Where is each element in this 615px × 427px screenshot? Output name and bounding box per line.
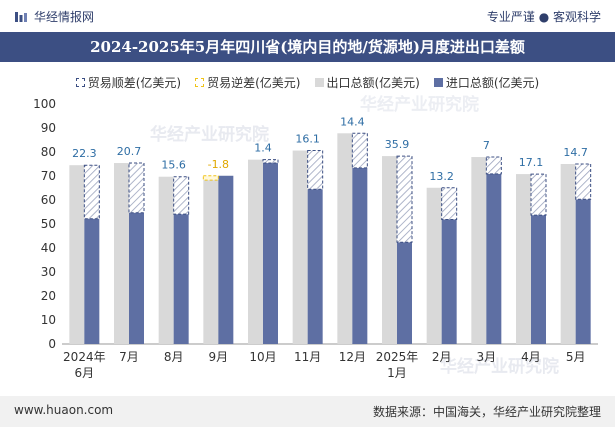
data-source: 数据来源：中国海关，华经产业研究院整理 bbox=[372, 405, 601, 419]
import-bar bbox=[531, 215, 546, 344]
balance-label: 14.7 bbox=[563, 146, 588, 159]
y-tick-label: 20 bbox=[41, 289, 56, 303]
surplus-segment bbox=[485, 156, 502, 175]
balance-label: 17.1 bbox=[519, 156, 544, 169]
balance-label: 13.2 bbox=[429, 170, 454, 183]
export-bar bbox=[382, 156, 397, 344]
slogan: 专业严谨 ● 客观科学 bbox=[486, 10, 601, 24]
import-swatch bbox=[433, 77, 443, 87]
legend-item-import: 进口总额(亿美元) bbox=[433, 72, 540, 92]
legend-label-surplus: 贸易顺差(亿美元) bbox=[87, 75, 182, 90]
watermark: 华经产业研究院 bbox=[150, 124, 269, 145]
x-tick-label: 3月 bbox=[477, 350, 497, 364]
balance-label: 1.4 bbox=[254, 142, 272, 155]
import-bar bbox=[486, 173, 502, 344]
x-tick-label: 2025年 1月 bbox=[376, 350, 419, 380]
x-tick-label: 5月 bbox=[566, 350, 586, 364]
legend: 贸易顺差(亿美元) 贸易逆差(亿美元) 出口总额(亿美元) 进口总额(亿美元) bbox=[0, 72, 615, 92]
chart-plot: 华经产业研究院华经产业研究院华经产业研究院0102030405060708090… bbox=[33, 95, 598, 380]
surplus-swatch bbox=[75, 77, 85, 87]
import-bar bbox=[575, 199, 591, 344]
y-tick-label: 40 bbox=[41, 241, 56, 255]
y-tick-label: 80 bbox=[41, 145, 56, 159]
import-bar bbox=[307, 189, 323, 344]
balance-label: 14.4 bbox=[340, 115, 365, 128]
x-tick-label: 8月 bbox=[164, 350, 184, 364]
balance-label: -1.8 bbox=[208, 158, 229, 171]
export-bar bbox=[292, 150, 308, 344]
legend-item-deficit: 贸易逆差(亿美元) bbox=[195, 72, 301, 92]
export-bar bbox=[158, 176, 174, 344]
legend-label-deficit: 贸易逆差(亿美元) bbox=[207, 75, 301, 90]
surplus-segment bbox=[351, 132, 368, 169]
surplus-segment bbox=[173, 176, 190, 215]
balance-label: 15.6 bbox=[161, 159, 186, 172]
export-bar bbox=[426, 187, 442, 344]
logo-icon bbox=[15, 11, 27, 22]
legend-item-surplus: 贸易顺差(亿美元) bbox=[75, 72, 182, 92]
import-bar bbox=[129, 212, 144, 344]
x-tick-label: 7月 bbox=[119, 350, 139, 364]
import-bar bbox=[441, 219, 457, 344]
x-tick-label: 2024年 6月 bbox=[63, 350, 106, 380]
export-bar bbox=[69, 165, 85, 344]
y-tick-label: 0 bbox=[48, 337, 56, 351]
deficit-swatch bbox=[195, 77, 205, 87]
surplus-segment bbox=[441, 187, 458, 220]
import-bar bbox=[397, 242, 412, 344]
export-bar bbox=[114, 163, 129, 344]
balance-label: 7 bbox=[483, 139, 490, 152]
export-bar bbox=[560, 164, 576, 344]
import-bar bbox=[263, 163, 278, 344]
surplus-segment bbox=[530, 173, 547, 216]
export-bar bbox=[248, 159, 263, 344]
surplus-segment bbox=[396, 155, 413, 243]
surplus-segment bbox=[307, 150, 324, 190]
x-tick-label: 10月 bbox=[249, 350, 276, 364]
balance-label: 16.1 bbox=[295, 133, 320, 146]
import-bar bbox=[218, 175, 234, 344]
balance-label: 20.7 bbox=[117, 145, 142, 158]
export-bar bbox=[203, 180, 219, 344]
y-tick-label: 100 bbox=[33, 97, 56, 111]
import-bar bbox=[352, 167, 368, 344]
y-tick-label: 50 bbox=[41, 217, 56, 231]
export-bar bbox=[471, 157, 487, 344]
website-link[interactable]: www.huaon.com bbox=[14, 403, 114, 417]
legend-label-export: 出口总额(亿美元) bbox=[326, 75, 420, 90]
import-bar bbox=[173, 214, 189, 344]
watermark: 华经产业研究院 bbox=[360, 95, 479, 115]
import-bar bbox=[84, 218, 100, 344]
balance-label: 35.9 bbox=[385, 138, 410, 151]
legend-label-import: 进口总额(亿美元) bbox=[445, 75, 540, 90]
legend-item-export: 出口总额(亿美元) bbox=[314, 72, 420, 92]
chart-title: 2024-2025年5月年四川省(境内目的地/货源地)月度进出口差额 bbox=[0, 32, 615, 62]
surplus-segment bbox=[575, 163, 592, 200]
surplus-segment bbox=[128, 162, 145, 214]
surplus-segment bbox=[83, 164, 100, 220]
brand[interactable]: 华经情报网 bbox=[14, 8, 94, 25]
y-tick-label: 60 bbox=[41, 193, 56, 207]
watermark: 华经产业研究院 bbox=[440, 356, 559, 377]
x-tick-label: 4月 bbox=[521, 350, 541, 364]
x-tick-label: 2月 bbox=[432, 350, 452, 364]
deficit-segment bbox=[202, 175, 219, 181]
top-bar: 华经情报网 专业严谨 ● 客观科学 bbox=[0, 0, 615, 32]
export-bar bbox=[516, 174, 531, 344]
y-tick-label: 70 bbox=[41, 169, 56, 183]
balance-label: 22.3 bbox=[72, 147, 97, 160]
export-swatch bbox=[314, 77, 324, 87]
export-bar bbox=[337, 133, 353, 344]
y-tick-label: 10 bbox=[41, 313, 56, 327]
x-tick-label: 11月 bbox=[294, 350, 321, 364]
y-tick-label: 90 bbox=[41, 121, 56, 135]
brand-name: 华经情报网 bbox=[34, 10, 95, 24]
x-tick-label: 12月 bbox=[339, 350, 366, 364]
x-tick-label: 9月 bbox=[209, 350, 229, 364]
footer: www.huaon.com 数据来源：中国海关，华经产业研究院整理 bbox=[0, 396, 615, 427]
surplus-segment bbox=[262, 159, 279, 164]
y-tick-label: 30 bbox=[41, 265, 56, 279]
